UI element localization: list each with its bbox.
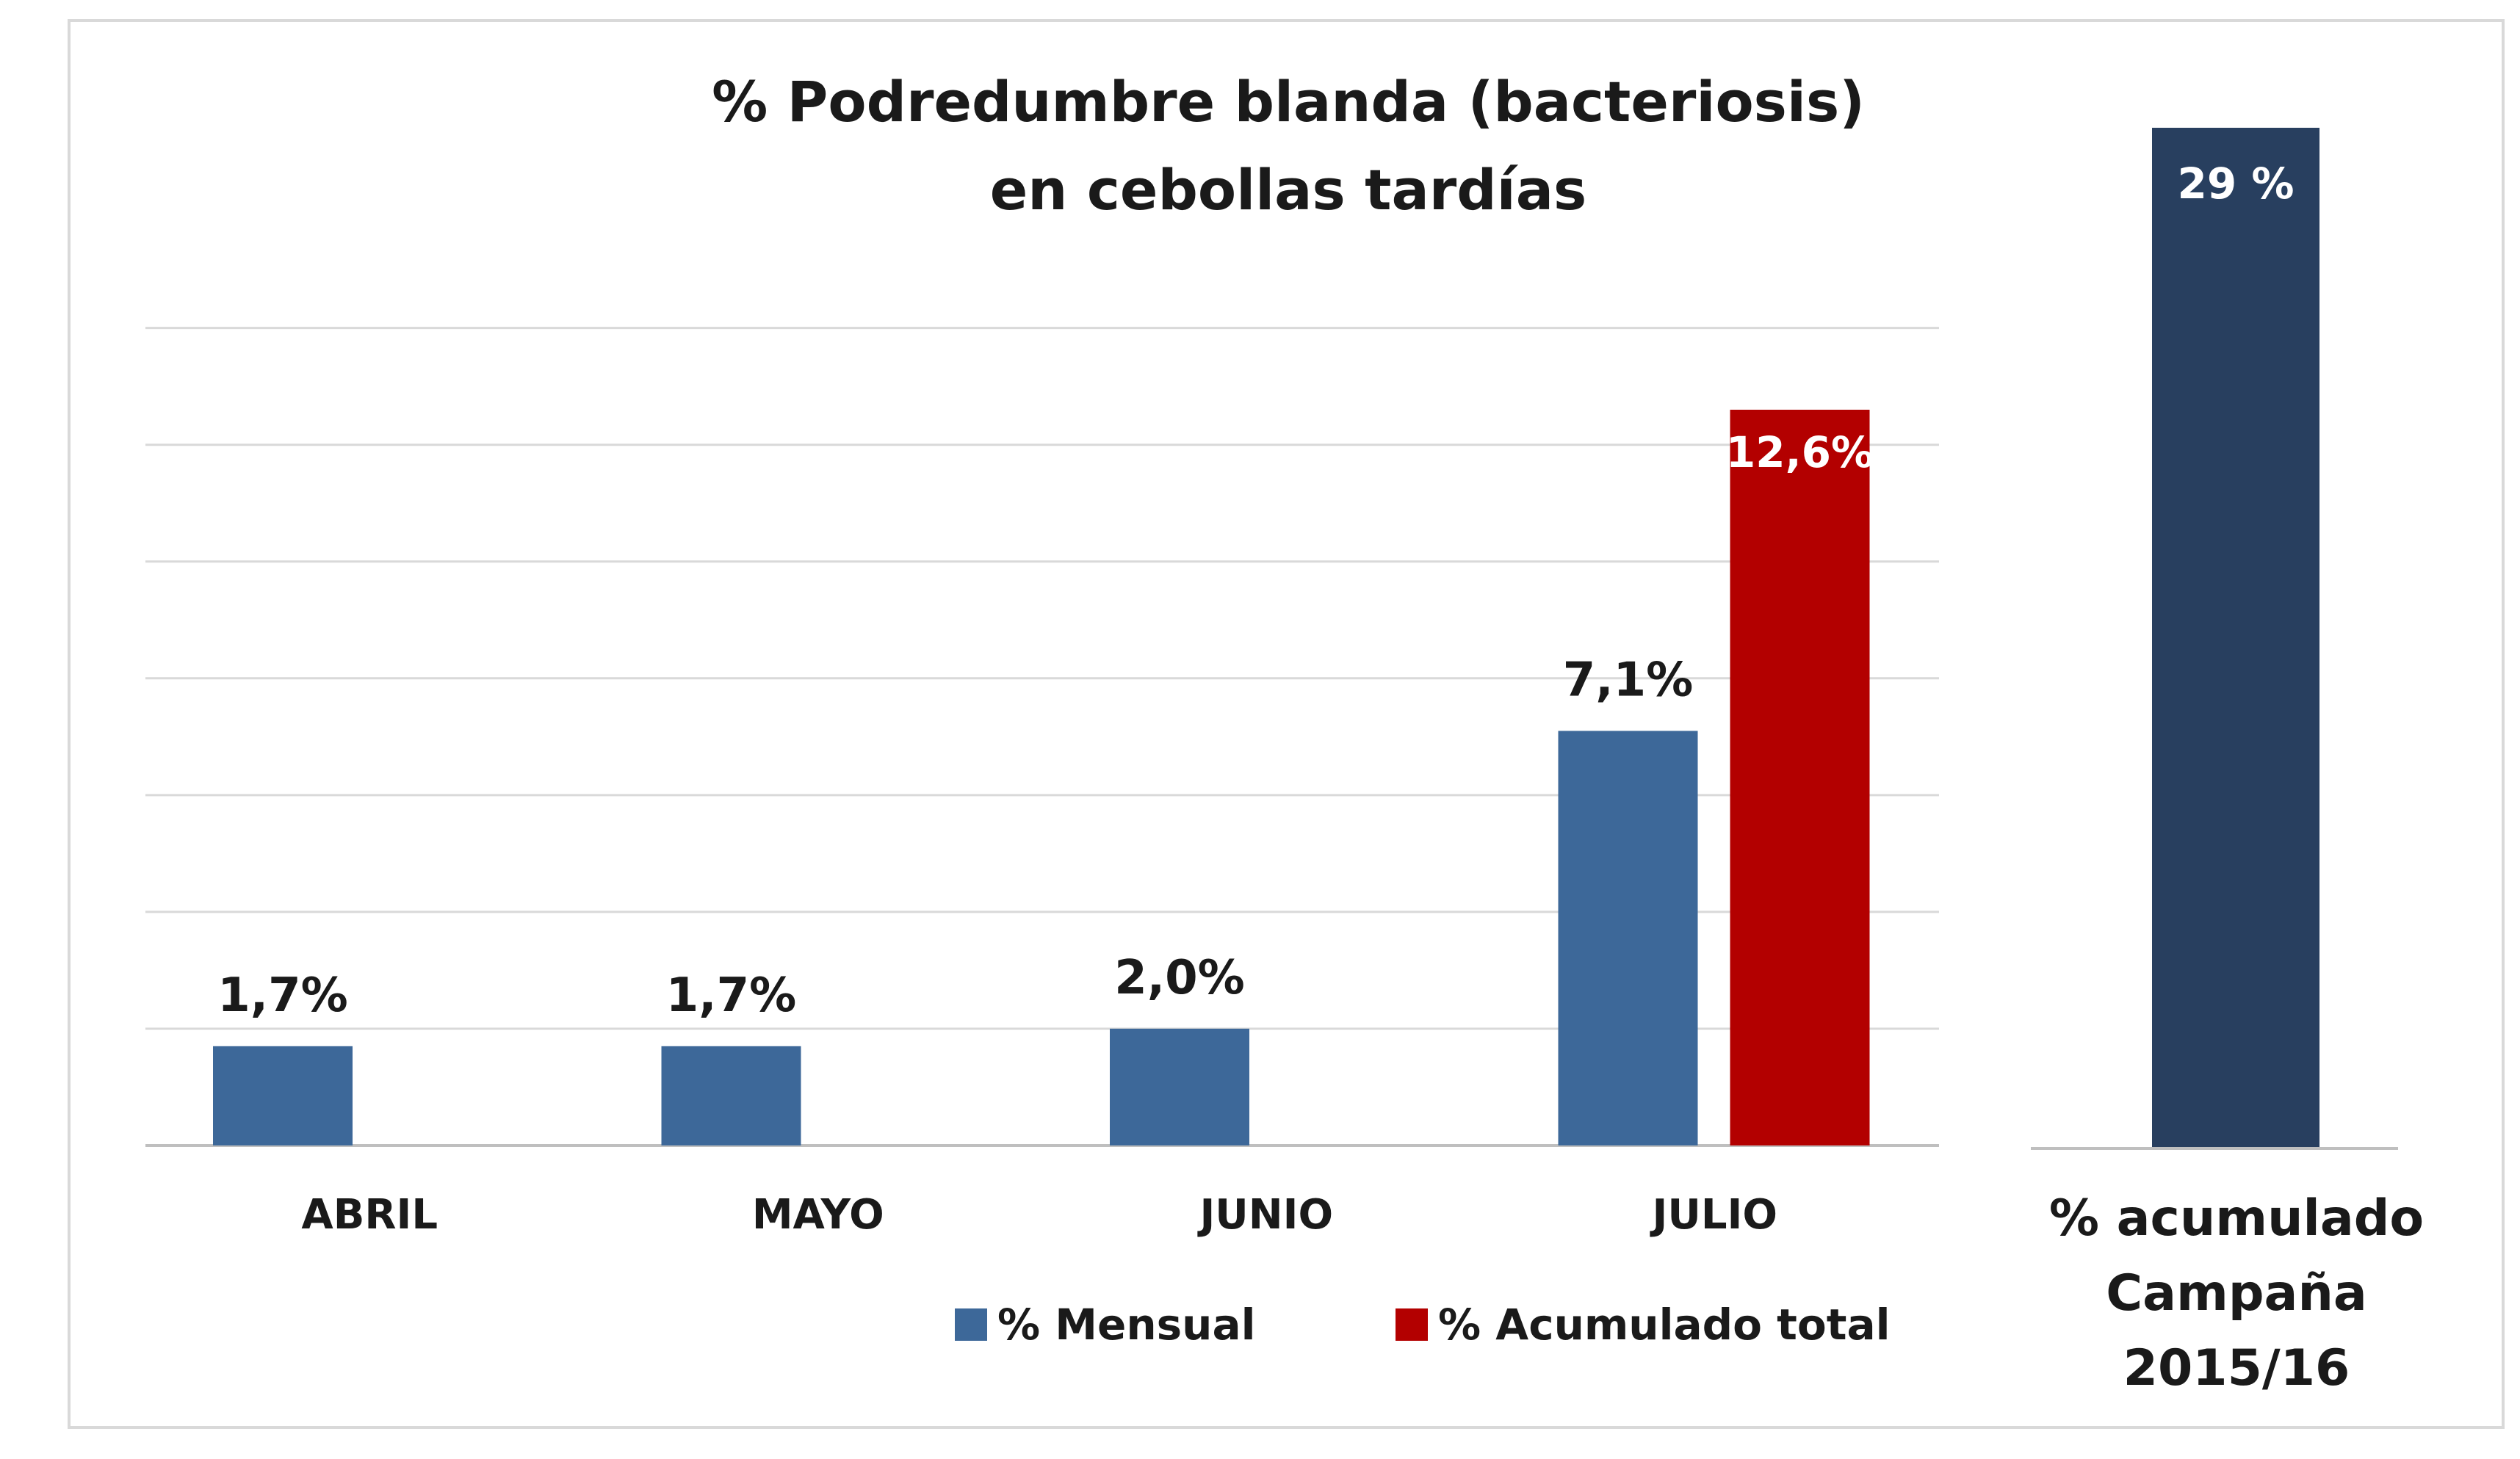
data-label-mensual: 1,7%	[666, 969, 797, 1023]
category-label: MAYO	[752, 1191, 884, 1239]
category-label: JUNIO	[1196, 1191, 1333, 1239]
bar-mensual	[213, 1046, 353, 1145]
data-label-mensual: 1,7%	[217, 969, 348, 1023]
category-labels: ABRIL MAYO JUNIO JULIO	[301, 1191, 1777, 1239]
bar-mensual	[1558, 731, 1698, 1145]
side-chart: 29 % % acumulado Campaña 2015/16	[2031, 128, 2424, 1397]
category-label: JULIO	[1650, 1191, 1777, 1239]
legend: % Mensual % Acumulado total	[955, 1300, 1891, 1350]
data-labels: 1,7% 1,7% 2,0% 7,1% 12,6%	[217, 427, 1874, 1023]
legend-swatch-acumulado-total	[1396, 1308, 1428, 1341]
side-category-line-1: % acumulado	[2049, 1190, 2424, 1248]
legend-swatch-mensual	[955, 1308, 987, 1341]
category-label: ABRIL	[301, 1191, 438, 1239]
bars	[213, 410, 1870, 1145]
bar-mensual	[1110, 1028, 1249, 1145]
side-bar-label: 29 %	[2177, 159, 2294, 209]
data-label-acumulado-total: 12,6%	[1726, 427, 1874, 477]
chart-title-line-1: % Podredumbre blanda (bacteriosis)	[712, 69, 1865, 134]
legend-label-mensual: % Mensual	[997, 1300, 1255, 1350]
side-bar-acumulado-campana	[2152, 128, 2319, 1147]
chart-frame	[68, 19, 2505, 1429]
legend-label-acumulado-total: % Acumulado total	[1438, 1300, 1891, 1350]
data-label-mensual: 2,0%	[1114, 951, 1245, 1005]
chart-title-line-2: en cebollas tardías	[990, 157, 1586, 222]
bar-acumulado-total	[1730, 410, 1870, 1145]
side-category-line-3: 2015/16	[2123, 1339, 2350, 1397]
data-label-mensual: 7,1%	[1563, 653, 1694, 707]
chart-title: % Podredumbre blanda (bacteriosis) en ce…	[712, 69, 1865, 222]
side-category-line-2: Campaña	[2106, 1264, 2367, 1322]
bar-mensual	[661, 1046, 801, 1145]
